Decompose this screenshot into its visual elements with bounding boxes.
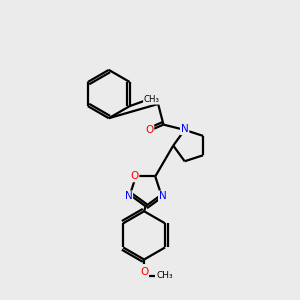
- Text: CH₃: CH₃: [144, 95, 160, 104]
- Text: O: O: [130, 171, 139, 182]
- Text: N: N: [159, 191, 166, 201]
- Text: N: N: [181, 124, 188, 134]
- Text: N: N: [124, 191, 132, 201]
- Text: O: O: [140, 267, 148, 277]
- Text: CH₃: CH₃: [157, 271, 174, 280]
- Text: O: O: [145, 125, 153, 135]
